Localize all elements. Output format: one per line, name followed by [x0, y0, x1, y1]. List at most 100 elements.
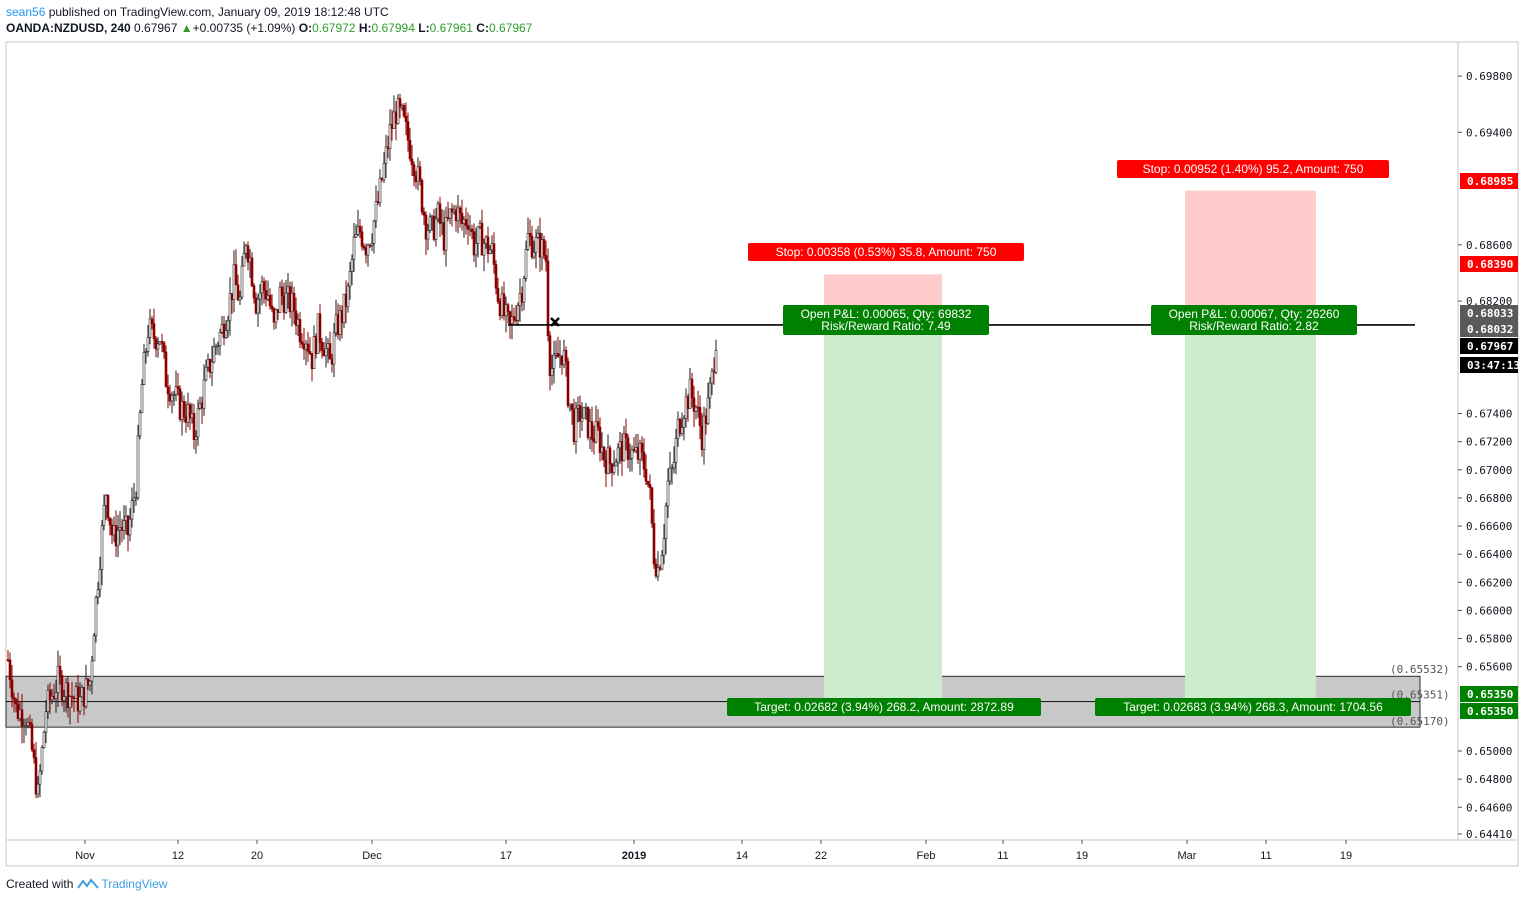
candle-body	[422, 211, 426, 216]
candle-body	[488, 249, 492, 254]
candle-body	[426, 230, 430, 240]
candle-body	[104, 494, 108, 506]
candle-body	[438, 203, 442, 224]
candle-body	[466, 225, 470, 230]
candle-body	[70, 696, 74, 698]
candle-body	[362, 246, 366, 249]
position-tools[interactable]	[824, 190, 1316, 702]
close-marker-icon[interactable]	[550, 317, 560, 327]
candle-body	[132, 497, 136, 502]
publish-line: sean56 published on TradingView.com, Jan…	[6, 4, 532, 20]
stop-label: Stop: 0.00358 (0.53%) 35.8, Amount: 750	[776, 245, 997, 259]
candle-body	[420, 180, 424, 213]
x-tick-label: 22	[815, 850, 827, 862]
candle-body	[94, 596, 98, 637]
candle-body	[402, 105, 406, 117]
candle-body	[102, 504, 106, 526]
y-tick-label: 0.68600	[1466, 239, 1512, 252]
candle-body	[622, 433, 626, 462]
candle-body	[506, 304, 510, 312]
author-link[interactable]: sean56	[6, 5, 46, 19]
candle-body	[166, 386, 170, 395]
range-zone	[5, 675, 1421, 703]
candle-body	[328, 343, 332, 360]
candle-body	[78, 696, 82, 712]
candle-body	[250, 257, 254, 286]
candle-body	[404, 115, 408, 122]
candle-body	[360, 231, 364, 247]
candle-body	[624, 433, 628, 439]
target-zone	[1185, 324, 1316, 702]
candle-body	[200, 402, 204, 409]
candle-body	[646, 480, 650, 485]
candle-body	[398, 98, 402, 108]
x-tick-label: 14	[736, 850, 748, 862]
candle-body	[348, 271, 352, 287]
candle-body	[168, 393, 172, 402]
candle-body	[324, 348, 328, 357]
tradingview-logo[interactable]: TradingView	[77, 877, 167, 891]
time-axis[interactable]	[5, 839, 1519, 867]
candle-body	[292, 292, 296, 312]
candle-body	[710, 370, 714, 384]
candle-body	[596, 421, 600, 428]
candle-body	[48, 689, 52, 700]
candle-body	[616, 447, 620, 463]
candle-body	[366, 244, 370, 256]
candle-body	[230, 293, 234, 300]
candle-body	[534, 237, 538, 253]
candle-body	[690, 378, 694, 399]
price-badge-label: 0.68033	[1467, 307, 1513, 320]
candle-body	[382, 162, 386, 181]
candle-body	[24, 725, 28, 727]
price-badge-label: 0.65350	[1467, 688, 1513, 701]
candle-body	[190, 413, 194, 419]
candle-body	[210, 361, 214, 373]
candle-body	[196, 408, 200, 438]
candle-body	[88, 680, 92, 686]
candle-body	[556, 353, 560, 358]
candle-body	[580, 417, 584, 422]
candle-body	[208, 359, 212, 373]
candle-body	[582, 407, 586, 419]
candle-body	[120, 527, 124, 531]
y-tick-label: 0.66200	[1466, 576, 1512, 589]
candle-body	[96, 589, 100, 598]
candle-body	[494, 264, 498, 289]
candle-body	[524, 249, 528, 279]
candle-body	[532, 252, 536, 258]
candle-body	[124, 515, 128, 521]
candle-body	[152, 323, 156, 340]
price-badge-label: 0.68390	[1467, 258, 1513, 271]
price-badge	[1460, 686, 1518, 702]
open-label: O:	[298, 21, 313, 35]
candle-body	[262, 281, 266, 291]
candle-body	[528, 233, 532, 237]
y-tick-label: 0.66800	[1466, 492, 1512, 505]
candle-body	[64, 682, 68, 697]
last-price: 0.67967	[134, 21, 178, 35]
candle-body	[14, 699, 18, 705]
candle-body	[428, 216, 432, 231]
low-label: L:	[418, 21, 430, 35]
candle-body	[248, 257, 252, 263]
candle-body	[608, 447, 612, 465]
candle-body	[10, 679, 14, 698]
candle-body	[36, 783, 40, 795]
candle-body	[370, 243, 374, 246]
y-tick-label: 0.67400	[1466, 408, 1512, 421]
candle-body	[86, 678, 90, 686]
x-tick-label: 19	[1076, 850, 1088, 862]
candle-body	[280, 286, 284, 297]
y-tick-label: 0.69400	[1466, 126, 1512, 139]
close-value: 0.67967	[488, 21, 533, 35]
y-tick-label: 0.67200	[1466, 436, 1512, 449]
y-tick-label: 0.67000	[1466, 464, 1512, 477]
pnl-label: Risk/Reward Ratio: 7.49	[821, 319, 951, 333]
tradingview-brand: TradingView	[101, 877, 168, 891]
candle-body	[100, 525, 104, 570]
x-tick-label: 19	[1340, 850, 1352, 862]
price-badge	[1460, 321, 1518, 337]
candle-body	[184, 416, 188, 423]
